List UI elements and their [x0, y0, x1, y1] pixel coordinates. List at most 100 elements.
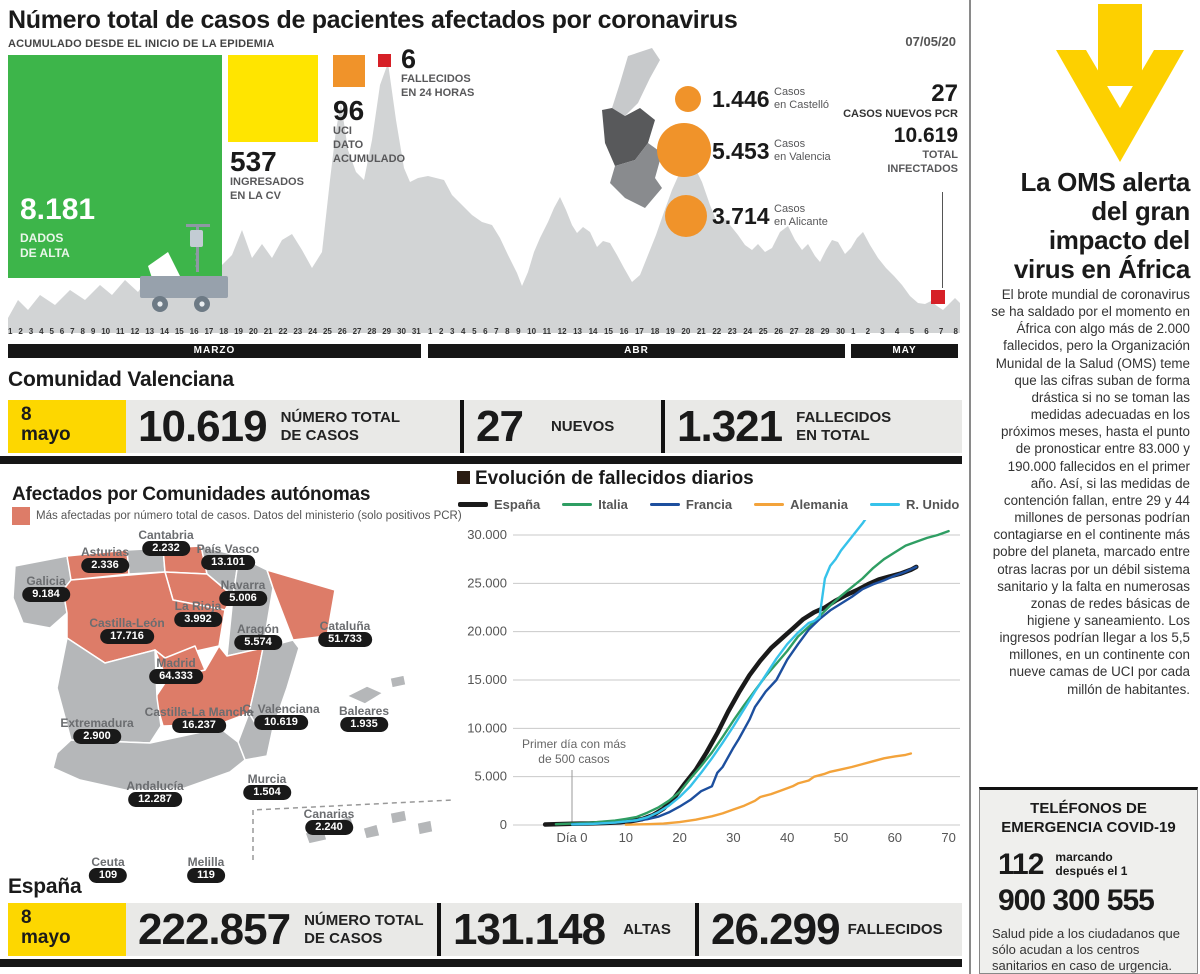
series-alemania — [624, 752, 913, 826]
axis-day-tick: 7 — [938, 327, 944, 336]
cv-deaths: 1.321 FALLECIDOS EN TOTAL — [677, 401, 892, 451]
alicante-province-shape — [610, 143, 662, 208]
cv-section-title: Comunidad Valenciana — [8, 368, 234, 391]
axis-day-tick: 10 — [527, 327, 537, 336]
divider — [460, 400, 464, 453]
axis-day-tick: 24 — [308, 327, 318, 336]
region-canarias-1 — [304, 825, 328, 845]
valencia-cases: 5.453 Casos en Valencia — [712, 138, 831, 164]
region-baleares — [346, 685, 384, 705]
series-espaa — [542, 564, 919, 827]
es-date-box: 8 mayo — [8, 903, 126, 956]
axis-day-tick: 10 — [101, 327, 111, 336]
section-rule — [0, 456, 962, 464]
legend-item: España — [458, 497, 540, 512]
axis-day-tick: 23 — [293, 327, 303, 336]
region-canarias-2 — [336, 815, 355, 832]
svg-text:70: 70 — [941, 830, 955, 845]
axis-day-tick: 30 — [397, 327, 406, 336]
title-bullet-square — [457, 471, 470, 484]
axis-day-tick: 11 — [542, 327, 552, 336]
svg-text:Primer día con más: Primer día con más — [522, 737, 626, 751]
axis-day-tick: 5 — [49, 327, 54, 336]
axis-day-tick: 31 — [411, 327, 421, 336]
evolution-legend: España Italia Francia Alemania R. Unido — [458, 497, 959, 512]
region-cantabria — [126, 547, 166, 575]
axis-day-tick: 9 — [90, 327, 96, 336]
axis-day-ticks-marzo: 1 2 3 4 5 6 7 8 9 10 11 12 13 14 15 16 17 18 19 20 21 22 23 24 2… — [8, 327, 421, 336]
axis-day-tick: 5 — [909, 327, 915, 336]
svg-text:de 500 casos: de 500 casos — [538, 752, 609, 766]
legend-label: Alemania — [790, 497, 848, 512]
map-legend-swatch — [12, 507, 30, 525]
region-extremadura — [56, 637, 162, 744]
spain-map — [12, 545, 454, 860]
axis-day-tick: 1 — [8, 327, 13, 336]
es-section-title: España — [8, 875, 82, 898]
cv-new-cases: 27 NUEVOS — [476, 401, 615, 451]
svg-text:10: 10 — [619, 830, 633, 845]
svg-text:Día 0: Día 0 — [556, 830, 587, 845]
deaths-evolution-line-chart: 0 5.000 10.000 15.000 20.000 25.000 30.000 Día … — [467, 520, 960, 845]
alicante-bubble — [665, 195, 707, 237]
axis-day-tick: 21 — [696, 327, 706, 336]
axis-day-tick: 2 — [865, 327, 871, 336]
alicante-cases: 3.714 Casos en Alicante — [712, 203, 828, 229]
axis-day-tick: 7 — [70, 327, 75, 336]
axis-day-tick: 25 — [322, 327, 332, 336]
axis-day-tick: 1 — [851, 327, 856, 336]
section-rule — [0, 959, 962, 967]
axis-day-tick: 4 — [894, 327, 900, 336]
column-rule — [969, 0, 971, 974]
axis-day-tick: 13 — [573, 327, 583, 336]
castello-province-shape — [612, 48, 660, 116]
axis-day-tick: 9 — [516, 327, 521, 336]
axis-day-tick: 6 — [59, 327, 65, 336]
svg-text:50: 50 — [834, 830, 848, 845]
axis-day-tick: 15 — [604, 327, 613, 336]
emergency-phones-box: TELÉFONOS DE EMERGENCIA COVID-19 112 marc… — [979, 787, 1198, 974]
axis-day-tick: 7 — [494, 327, 499, 336]
region-canarias-5 — [416, 819, 434, 836]
legend-item: Alemania — [754, 497, 848, 512]
cv-stats-row: 8 mayo 10.619 NÚMERO TOTAL DE CASOS 27 NUE… — [8, 400, 962, 453]
axis-day-tick: 22 — [278, 327, 288, 336]
es-recovered: 131.148 ALTAS — [453, 904, 671, 954]
axis-day-tick: 16 — [189, 327, 199, 336]
page-subtitle: ACUMULADO DESDE EL INICIO DE LA EPIDEMIA — [8, 38, 275, 50]
axis-day-tick: 22 — [712, 327, 722, 336]
axis-day-tick: 8 — [505, 327, 510, 336]
divider — [695, 903, 699, 956]
svg-text:5.000: 5.000 — [474, 769, 507, 784]
legend-swatch — [754, 503, 785, 506]
svg-text:40: 40 — [780, 830, 794, 845]
down-arrow-icon — [1056, 4, 1184, 162]
axis-day-tick: 12 — [130, 327, 140, 336]
svg-text:15.000: 15.000 — [467, 672, 507, 687]
es-deaths: 26.299 FALLECIDOS — [711, 904, 943, 954]
sidebar-headline: La OMS alerta del gran impacto del virus… — [1013, 167, 1190, 285]
svg-text:0: 0 — [500, 817, 507, 832]
svg-text:30: 30 — [726, 830, 740, 845]
svg-text:60: 60 — [888, 830, 902, 845]
evolution-chart-title: Evolución de fallecidos diarios — [457, 468, 754, 490]
phone-box-title: TELÉFONOS DE EMERGENCIA COVID-19 — [1001, 800, 1176, 836]
legend-item: R. Unido — [869, 497, 959, 512]
divider — [437, 903, 441, 956]
svg-text:30.000: 30.000 — [467, 527, 507, 542]
recovered-label: DADOS DE ALTA — [20, 231, 70, 260]
axis-day-tick: 13 — [145, 327, 155, 336]
date-stamp: 07/05/20 — [905, 34, 956, 49]
icu-stat: 96 UCI DATO ACUMULADO — [333, 95, 406, 165]
svg-text:10.000: 10.000 — [467, 720, 507, 735]
axis-day-tick: 28 — [367, 327, 377, 336]
axis-day-tick: 5 — [472, 327, 477, 336]
map-legend-text: Más afectadas por número total de casos.… — [36, 510, 462, 522]
valencia-bubble — [657, 123, 711, 177]
es-total-cases: 222.857 NÚMERO TOTAL DE CASOS — [138, 904, 424, 954]
pointer-line — [942, 192, 943, 288]
valencian-community-map — [602, 48, 711, 237]
axis-day-tick: 28 — [805, 327, 815, 336]
legend-swatch — [869, 503, 900, 506]
